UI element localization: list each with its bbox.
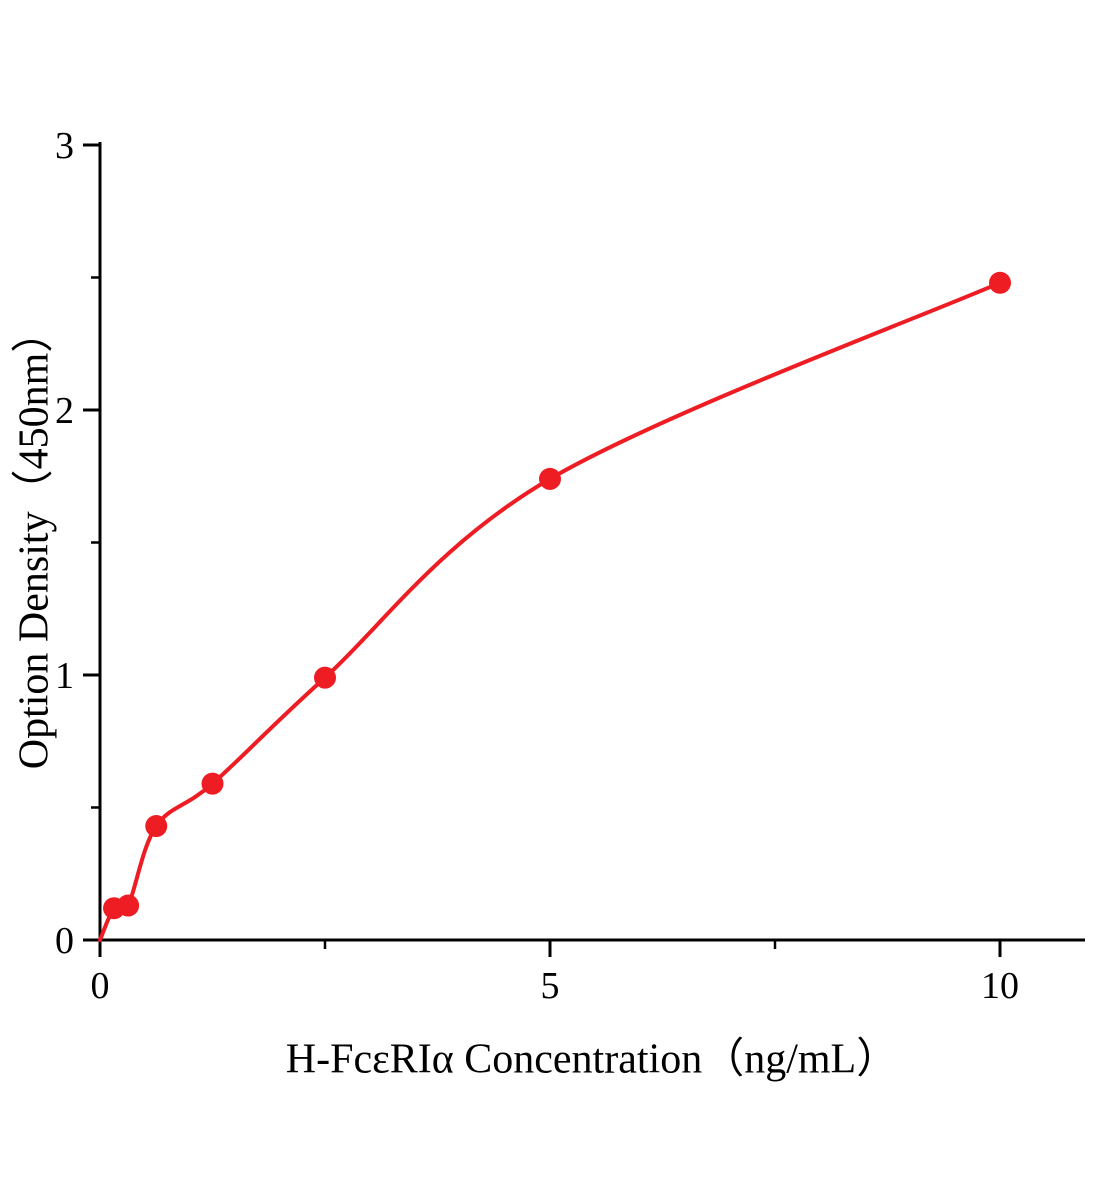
svg-text:3: 3 bbox=[55, 125, 74, 167]
svg-text:0: 0 bbox=[91, 965, 110, 1007]
svg-text:10: 10 bbox=[981, 965, 1019, 1007]
y-axis-title: Option Density（450nm） bbox=[11, 310, 58, 770]
svg-text:5: 5 bbox=[541, 965, 560, 1007]
svg-text:2: 2 bbox=[55, 390, 74, 432]
svg-text:0: 0 bbox=[55, 920, 74, 962]
svg-text:1: 1 bbox=[55, 655, 74, 697]
x-axis-title: H-FcεRIα Concentration（ng/mL） bbox=[285, 1036, 899, 1083]
